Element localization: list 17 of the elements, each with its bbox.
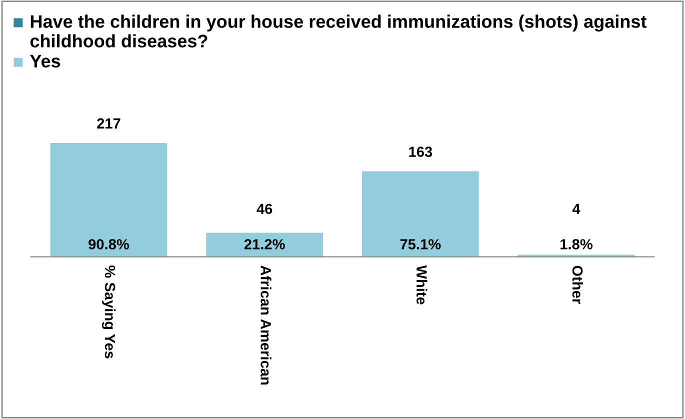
x-tick-label: Other bbox=[572, 266, 584, 304]
data-label: 217 bbox=[97, 118, 120, 128]
annotation: 90.8% bbox=[88, 239, 130, 250]
data-label: 163 bbox=[409, 146, 432, 157]
bar bbox=[50, 142, 168, 257]
x-tick-label: White bbox=[416, 265, 428, 304]
bar bbox=[362, 171, 479, 257]
annotation: 1.8% bbox=[560, 239, 592, 250]
x-tick-label: African American bbox=[260, 266, 272, 384]
x-tick-label: % Saying Yes bbox=[102, 266, 116, 358]
bar bbox=[206, 232, 324, 257]
data-label: 46 bbox=[256, 204, 272, 214]
legend-label: Yes bbox=[30, 54, 60, 68]
data-label: 4 bbox=[572, 204, 580, 214]
legend-label: Have the children in your house received immunizations (shots) against childhood diseases? bbox=[30, 14, 647, 48]
annotation: 75.1% bbox=[400, 239, 441, 250]
annotation: 21.2% bbox=[244, 239, 285, 250]
